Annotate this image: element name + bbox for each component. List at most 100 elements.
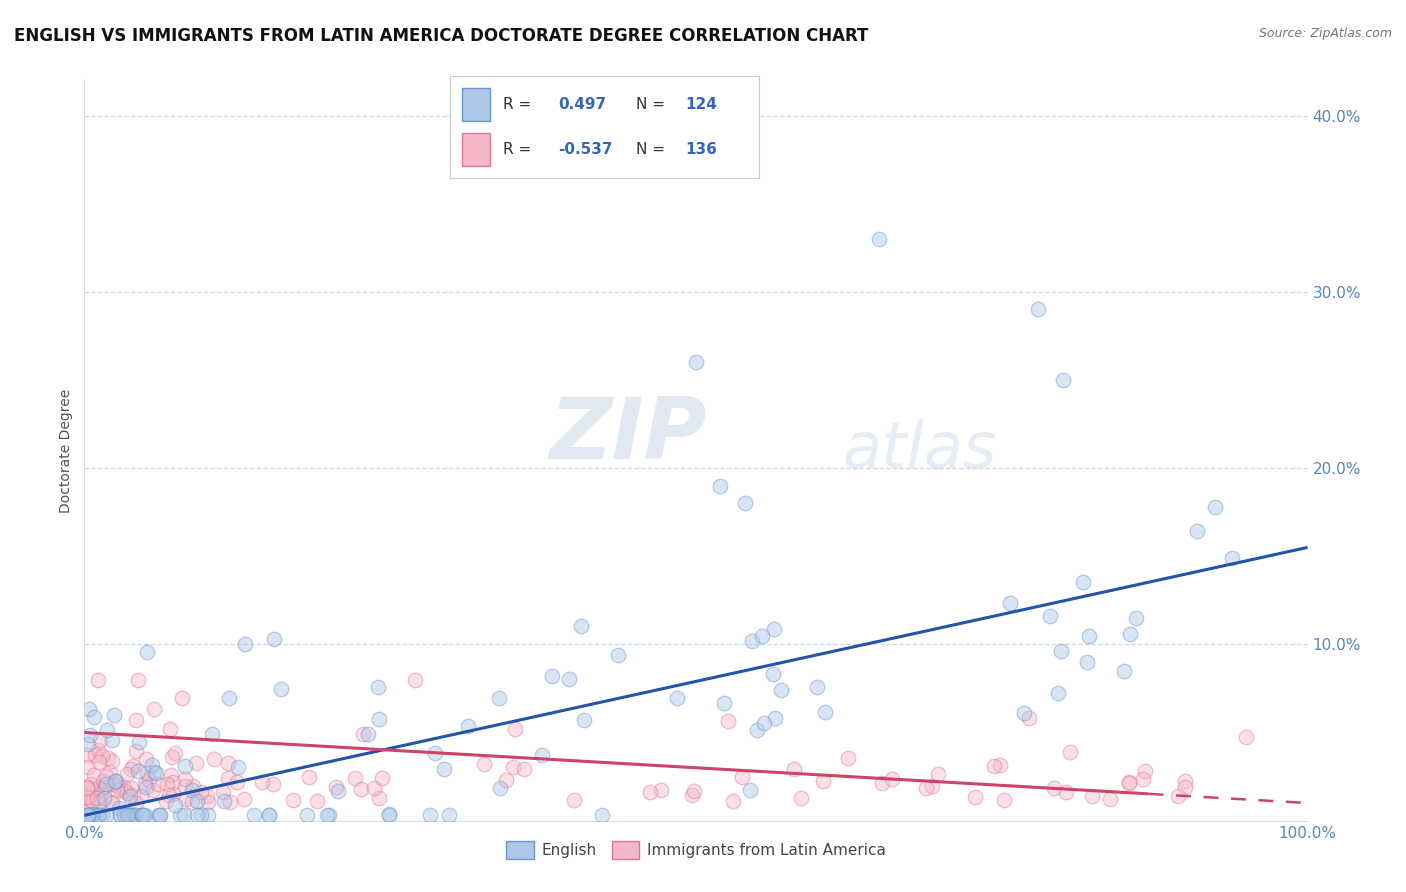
- Point: [87, 755, 110, 769]
- Point: [1167, 789, 1189, 803]
- Point: [298, 770, 321, 784]
- Point: [108, 808, 131, 822]
- Point: [118, 808, 141, 822]
- Point: [1059, 744, 1081, 758]
- Point: [233, 792, 256, 806]
- Point: [184, 756, 207, 771]
- Point: [197, 808, 219, 822]
- Point: [488, 780, 510, 795]
- Point: [927, 766, 949, 780]
- Point: [125, 796, 148, 810]
- Point: [190, 808, 212, 822]
- Point: [562, 792, 585, 806]
- Point: [122, 788, 145, 802]
- Text: atlas: atlas: [842, 419, 997, 482]
- Point: [734, 496, 756, 510]
- Point: [86, 790, 108, 805]
- Point: [763, 622, 786, 636]
- Point: [558, 673, 581, 687]
- Text: Source: ZipAtlas.com: Source: ZipAtlas.com: [1258, 27, 1392, 40]
- Point: [91, 773, 114, 788]
- Point: [96, 723, 118, 738]
- Point: [1078, 629, 1101, 643]
- Point: [666, 690, 689, 705]
- Point: [135, 752, 157, 766]
- Point: [156, 777, 179, 791]
- Point: [173, 779, 195, 793]
- Point: [136, 645, 159, 659]
- Point: [1043, 780, 1066, 795]
- Point: [540, 669, 562, 683]
- Point: [118, 789, 141, 803]
- Point: [965, 790, 987, 805]
- Point: [159, 723, 181, 737]
- Point: [709, 479, 731, 493]
- Point: [378, 806, 401, 821]
- Point: [148, 808, 170, 822]
- Point: [713, 697, 735, 711]
- Point: [993, 793, 1015, 807]
- Point: [325, 780, 347, 794]
- Point: [76, 795, 98, 809]
- Point: [93, 780, 115, 794]
- Point: [104, 778, 127, 792]
- Point: [124, 808, 146, 822]
- Point: [1174, 774, 1197, 789]
- Point: [127, 673, 149, 687]
- Text: 0.497: 0.497: [558, 97, 606, 112]
- Point: [741, 633, 763, 648]
- Point: [103, 707, 125, 722]
- Point: [121, 758, 143, 772]
- Point: [683, 784, 706, 798]
- Point: [813, 773, 835, 788]
- Point: [1076, 655, 1098, 669]
- Point: [837, 751, 859, 765]
- Point: [1204, 500, 1226, 515]
- Point: [121, 808, 143, 822]
- Point: [83, 768, 105, 782]
- Point: [1234, 730, 1257, 744]
- Point: [1050, 644, 1073, 658]
- Point: [76, 794, 98, 808]
- Point: [162, 775, 184, 789]
- Point: [138, 773, 160, 788]
- Point: [1114, 664, 1136, 678]
- Point: [751, 629, 773, 643]
- Point: [105, 782, 128, 797]
- Point: [763, 711, 786, 725]
- Point: [87, 808, 110, 822]
- Point: [142, 783, 165, 797]
- Point: [163, 797, 186, 812]
- Point: [226, 760, 249, 774]
- Point: [681, 788, 703, 802]
- Point: [84, 808, 107, 822]
- Point: [638, 785, 661, 799]
- Point: [98, 764, 121, 779]
- Point: [173, 808, 195, 822]
- Point: [101, 796, 124, 810]
- Point: [512, 762, 534, 776]
- Point: [457, 718, 479, 732]
- Point: [141, 758, 163, 772]
- Point: [218, 691, 240, 706]
- Point: [200, 727, 222, 741]
- Point: [131, 808, 153, 822]
- Point: [143, 765, 166, 780]
- Point: [127, 764, 149, 779]
- Point: [731, 770, 754, 784]
- Point: [1119, 627, 1142, 641]
- Point: [101, 776, 124, 790]
- Point: [717, 714, 740, 729]
- Point: [173, 791, 195, 805]
- Point: [988, 757, 1011, 772]
- Bar: [463, 88, 491, 121]
- Point: [281, 793, 304, 807]
- Point: [155, 794, 177, 808]
- Point: [76, 780, 98, 795]
- Point: [439, 808, 461, 822]
- Point: [790, 791, 813, 805]
- Point: [180, 795, 202, 809]
- Point: [218, 795, 240, 809]
- Point: [159, 768, 181, 782]
- Point: [100, 754, 122, 768]
